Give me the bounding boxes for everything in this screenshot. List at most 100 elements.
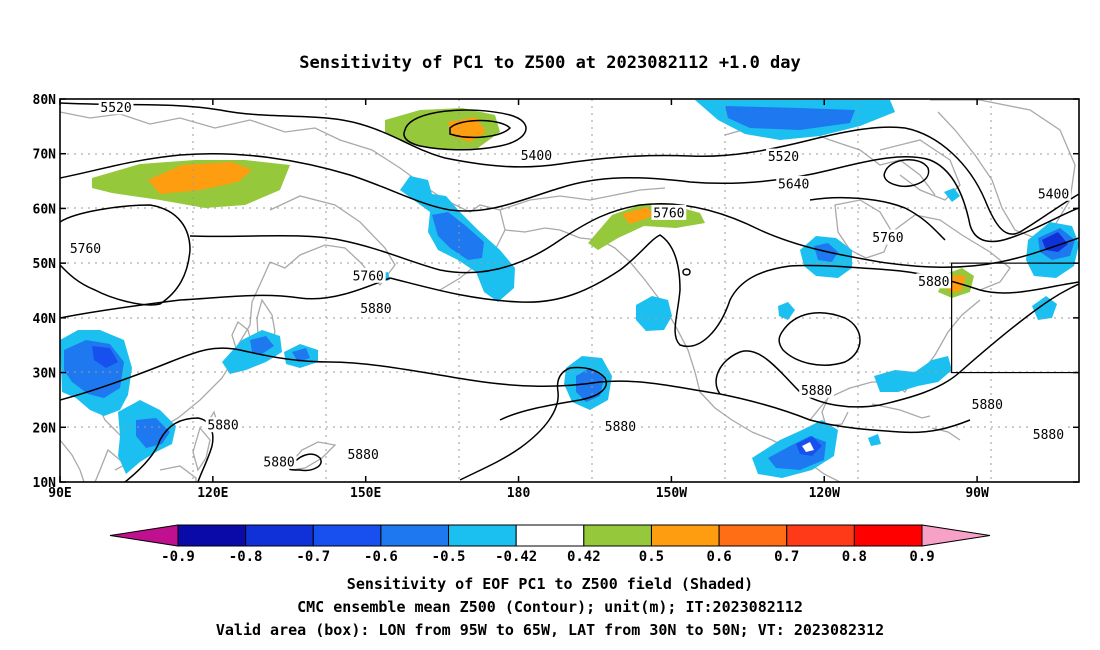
negative-region-mexico-pacific bbox=[752, 420, 838, 478]
contour-label: 5880 bbox=[918, 275, 949, 290]
caption-line-1: Sensitivity of EOF PC1 to Z500 field (Sh… bbox=[347, 575, 753, 593]
colorbar-swatch bbox=[718, 524, 788, 547]
contour-label: 5880 bbox=[360, 302, 391, 317]
colorbar-swatch bbox=[650, 524, 720, 547]
contour-label-background bbox=[651, 204, 687, 220]
contour-5880-east-pacific bbox=[715, 283, 1079, 408]
colorbar-label: 0.7 bbox=[774, 549, 799, 565]
contour-label-background bbox=[870, 229, 906, 245]
coastline-cuba bbox=[871, 403, 931, 419]
lat-tick-label: 50N bbox=[33, 257, 57, 272]
colorbar: -0.9 -0.8 -0.7 -0.6 -0.5 -0.42 0.42 0.5 0.6 0.7 0.… bbox=[109, 524, 991, 565]
lat-tick-label: 60N bbox=[33, 202, 57, 217]
colorbar-under-triangle bbox=[109, 524, 179, 547]
contour-5760-asia-loop bbox=[60, 204, 191, 306]
colorbar-label: -0.6 bbox=[364, 549, 398, 565]
contour-label: 5520 bbox=[768, 150, 799, 165]
contour-labels: 5520 5400 5520 5640 5400 5520 5760 5760 5760 5640… bbox=[68, 99, 1100, 470]
contour-5520-east bbox=[904, 127, 1079, 235]
map-frame bbox=[59, 98, 1080, 483]
lon-tick-label: 120E bbox=[197, 486, 228, 501]
contour-5880-pacific-islands bbox=[289, 453, 322, 472]
colorbar-swatch bbox=[515, 524, 585, 547]
sensitivity-shading bbox=[60, 100, 1079, 478]
contour-5400-small bbox=[449, 119, 512, 139]
colorbar-label: -0.42 bbox=[495, 549, 537, 565]
contour-label: 5880 bbox=[263, 455, 294, 470]
contour-label-background bbox=[916, 273, 952, 289]
contour-label: 5880 bbox=[207, 419, 238, 434]
coastline-baffin-island bbox=[879, 139, 961, 201]
colorbar-swatch bbox=[177, 524, 247, 547]
lon-tick-label: 90W bbox=[965, 486, 989, 501]
colorbar-label: -0.5 bbox=[432, 549, 466, 565]
contour-label: 5520 bbox=[1084, 220, 1100, 235]
contour-label-background bbox=[205, 417, 241, 433]
colorbar-label: -0.8 bbox=[229, 549, 263, 565]
contour-5880-asia bbox=[60, 277, 391, 319]
contour-label: 5880 bbox=[605, 420, 636, 435]
lat-tick-label: 30N bbox=[33, 367, 57, 382]
negative-region-south-china-sea bbox=[118, 400, 176, 474]
negative-region-mid-pacific-east bbox=[778, 302, 795, 320]
negative-region-atlantic-small bbox=[1032, 296, 1057, 320]
contour-label: 5520 bbox=[100, 101, 131, 116]
contour-label: 5760 bbox=[353, 269, 384, 284]
positive-region-east-siberia bbox=[92, 160, 290, 208]
contour-label-background bbox=[766, 148, 801, 164]
map-panel: 5520 5400 5520 5640 5400 5520 5760 5760 5760 5640… bbox=[33, 93, 1100, 501]
colorbar-label: 0.42 bbox=[567, 549, 601, 565]
contour-label: 5880 bbox=[801, 384, 832, 399]
contour-label-background bbox=[603, 418, 638, 434]
colorbar-swatch bbox=[380, 524, 450, 547]
colorbar-over-triangle bbox=[921, 524, 991, 547]
contour-5640-canada bbox=[809, 196, 946, 241]
contour-5880-subtropical bbox=[60, 347, 721, 401]
coastline-okhotsk-kamchatka bbox=[269, 195, 396, 287]
contour-label-background bbox=[98, 99, 134, 115]
contour-label-background bbox=[350, 267, 386, 283]
contour-label-background bbox=[261, 453, 297, 469]
colorbar-swatch bbox=[448, 524, 517, 547]
contour-5880-small-loop bbox=[682, 268, 691, 276]
caption-line-3: Valid area (box): LON from 95W to 65W, L… bbox=[216, 621, 884, 639]
contour-label: 5760 bbox=[653, 206, 684, 221]
negative-region-arctic bbox=[695, 100, 895, 140]
lat-tick-label: 70N bbox=[33, 148, 57, 163]
lon-tick-label: 90E bbox=[48, 486, 71, 501]
negative-region-labrador-sea bbox=[1026, 222, 1079, 278]
coastline-philippines bbox=[192, 426, 211, 472]
coastline-alaska-gulf bbox=[504, 227, 661, 301]
coastline-siberia-north bbox=[60, 111, 446, 201]
negative-region-gulf-coast bbox=[874, 356, 952, 392]
lon-tick-label: 120W bbox=[809, 486, 840, 501]
contour-5400-canada bbox=[883, 159, 930, 188]
contour-label: 5880 bbox=[347, 448, 378, 463]
z500-contours bbox=[60, 102, 1079, 482]
contour-5880-tropics bbox=[459, 366, 607, 481]
contour-label: 5640 bbox=[1089, 267, 1100, 282]
contour-5880-mexico bbox=[719, 393, 971, 434]
contour-label: 5640 bbox=[778, 177, 809, 192]
contour-label-background bbox=[799, 382, 835, 398]
coastline-north-america-west bbox=[659, 299, 753, 433]
negative-region-caribbean-small bbox=[868, 434, 881, 446]
negative-region-hudson bbox=[944, 188, 960, 202]
coastline-india-east bbox=[60, 439, 85, 482]
colorbar-label: 0.5 bbox=[639, 549, 664, 565]
colorbar-label: 0.9 bbox=[909, 549, 934, 565]
contour-label-background bbox=[1082, 219, 1100, 234]
lon-tick-label: 180 bbox=[507, 486, 531, 501]
contour-label-background bbox=[1036, 185, 1071, 201]
lat-tick-label: 40N bbox=[33, 312, 57, 327]
contour-label-background bbox=[68, 240, 103, 256]
contour-label: 5400 bbox=[1038, 187, 1069, 202]
colorbar-swatch bbox=[853, 524, 923, 547]
contour-5520-west bbox=[60, 102, 906, 168]
contour-label: 5760 bbox=[872, 231, 903, 246]
contour-5760-pacific bbox=[189, 202, 1079, 274]
valid-area-box bbox=[951, 262, 1079, 374]
contour-label: 5760 bbox=[70, 242, 101, 257]
